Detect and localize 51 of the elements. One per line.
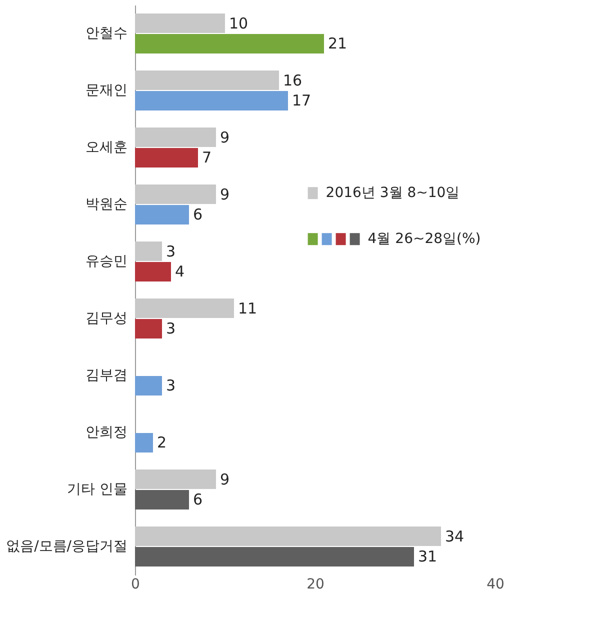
y-tick-label: 안철수: [86, 26, 128, 42]
data-label: 9: [220, 185, 230, 204]
y-tick-label: 박원순: [86, 196, 128, 212]
bar: [135, 376, 162, 396]
bar: [135, 547, 414, 566]
data-label: 3: [166, 242, 176, 260]
data-label: 9: [220, 470, 230, 488]
data-label: 4: [175, 262, 185, 281]
bar: [135, 470, 216, 489]
y-tick-label: 없음/모름/응답거절: [6, 538, 128, 554]
bar: [135, 526, 441, 546]
data-label: 6: [193, 490, 203, 509]
bar: [135, 433, 153, 452]
data-label: 16: [283, 71, 302, 90]
y-tick-label: 안희정: [86, 424, 128, 440]
data-label: 17: [292, 92, 312, 110]
data-label: 6: [193, 206, 203, 224]
bar: [135, 91, 288, 110]
bar: [135, 148, 198, 168]
data-label: 11: [238, 299, 258, 318]
data-label: 9: [220, 128, 230, 146]
data-label: 2: [157, 434, 167, 452]
data-label: 3: [166, 320, 176, 338]
legend-label: 4월 26~28일(%): [368, 231, 481, 248]
data-label: 10: [229, 14, 248, 32]
bar: [135, 184, 216, 204]
bar: [135, 319, 162, 338]
x-tick-label: 0: [131, 576, 140, 592]
data-label: 34: [445, 527, 464, 546]
bar: [135, 205, 189, 224]
bar: [135, 490, 189, 510]
x-tick-label: 40: [486, 576, 504, 592]
bar: [135, 14, 225, 33]
y-tick-label: 유승민: [86, 254, 128, 270]
y-tick-label: 김무성: [86, 310, 128, 326]
bar: [135, 70, 279, 90]
bar: [135, 34, 324, 54]
bar: [135, 242, 162, 261]
x-tick-label: 20: [306, 576, 324, 592]
data-label: 3: [166, 376, 176, 395]
y-tick-label: 오세훈: [86, 140, 128, 156]
y-tick-label: 기타 인물: [67, 482, 128, 498]
y-tick-label: 김부겸: [86, 368, 128, 384]
bar: [135, 262, 171, 282]
bar: [135, 298, 234, 318]
data-label: 21: [328, 34, 348, 53]
bar: [135, 128, 216, 147]
y-tick-label: 문재인: [86, 82, 128, 98]
data-label: 7: [202, 148, 212, 167]
data-label: 31: [418, 548, 438, 566]
legend-label: 2016년 3월 8~10일: [326, 185, 460, 202]
